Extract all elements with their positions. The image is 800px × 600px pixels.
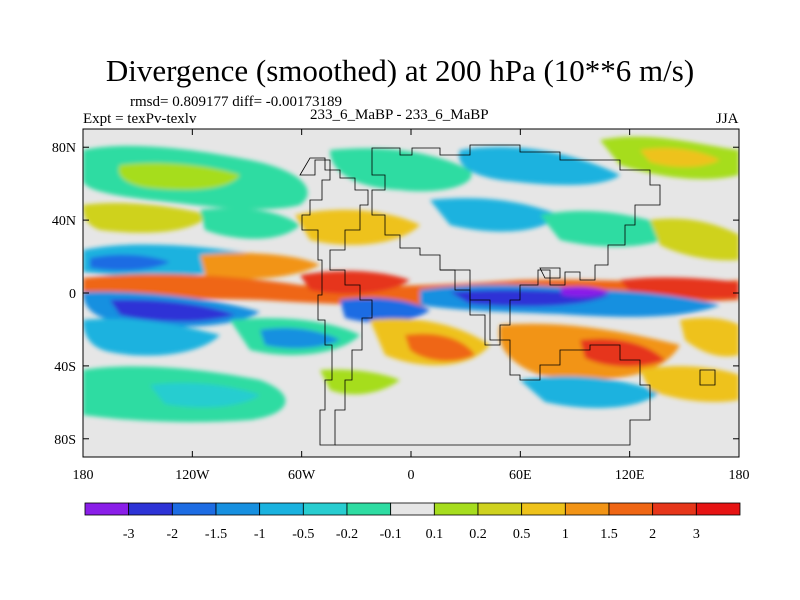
experiment-label: Expt = texPv-texlv — [83, 111, 197, 127]
colorbar-label: 1.5 — [600, 527, 618, 542]
coastline-outlines — [299, 144, 716, 446]
colorbar-label: -0.2 — [336, 527, 358, 542]
colorbar-label: -2 — [166, 527, 178, 542]
y-tick-label: 80N — [52, 141, 76, 156]
colorbar-label: 1 — [562, 527, 569, 542]
y-tick-label: 80S — [54, 433, 76, 448]
colorbar-label: -0.1 — [380, 527, 402, 542]
colorbar-swatch — [521, 502, 566, 516]
colorbar-swatch — [695, 502, 741, 516]
colorbar-swatch — [302, 502, 348, 516]
contour-field — [83, 136, 739, 423]
colorbar-label: -1.5 — [205, 527, 227, 542]
chart-title: Divergence (smoothed) at 200 hPa (10**6 … — [105, 53, 695, 88]
colorbar-swatch — [215, 502, 261, 516]
colorbar-label: -1 — [254, 527, 266, 542]
colorbar-label: 3 — [693, 527, 700, 542]
x-axis: 180 120W 60W 0 60E 120E 180 — [73, 129, 750, 483]
colorbar-swatch — [390, 502, 435, 516]
x-tick-label: 0 — [408, 468, 415, 483]
y-axis: 80N 40N 0 40S 80S — [52, 141, 739, 448]
colorbar-swatch — [652, 502, 697, 516]
x-tick-label: 180 — [73, 468, 94, 483]
colorbar-swatch — [433, 502, 479, 516]
stats-label: rmsd= 0.809177 diff= -0.00173189 — [130, 94, 343, 110]
y-tick-label: 40N — [52, 214, 76, 229]
colorbar-swatch — [477, 502, 523, 516]
colorbar-label: 0.1 — [426, 527, 444, 542]
x-tick-label: 120W — [175, 468, 210, 483]
colorbar-swatch — [346, 502, 392, 516]
colorbar-label: 2 — [649, 527, 656, 542]
colorbar-swatch — [84, 502, 130, 516]
colorbar-swatch — [171, 502, 217, 516]
x-tick-label: 180 — [729, 468, 750, 483]
x-tick-label: 60W — [288, 468, 316, 483]
colorbar-label: -0.5 — [292, 527, 314, 542]
x-tick-label: 120E — [615, 468, 645, 483]
case-label: 233_6_MaBP - 233_6_MaBP — [310, 107, 489, 123]
colorbar-swatch — [259, 502, 304, 516]
colorbar-label: 0.2 — [469, 527, 487, 542]
colorbar-label: 0.5 — [513, 527, 531, 542]
y-tick-label: 40S — [54, 360, 76, 375]
colorbar: -3 -2 -1.5 -1 -0.5 -0.2 -0.1 0.1 0.2 0.5 1 1.5 2 3 — [84, 502, 741, 542]
colorbar-label: -3 — [123, 527, 135, 542]
x-tick-label: 60E — [509, 468, 532, 483]
colorbar-swatch — [608, 502, 654, 516]
colorbar-swatch — [128, 502, 173, 516]
season-label: JJA — [716, 111, 739, 127]
y-tick-label: 0 — [69, 287, 76, 302]
colorbar-swatch — [564, 502, 610, 516]
